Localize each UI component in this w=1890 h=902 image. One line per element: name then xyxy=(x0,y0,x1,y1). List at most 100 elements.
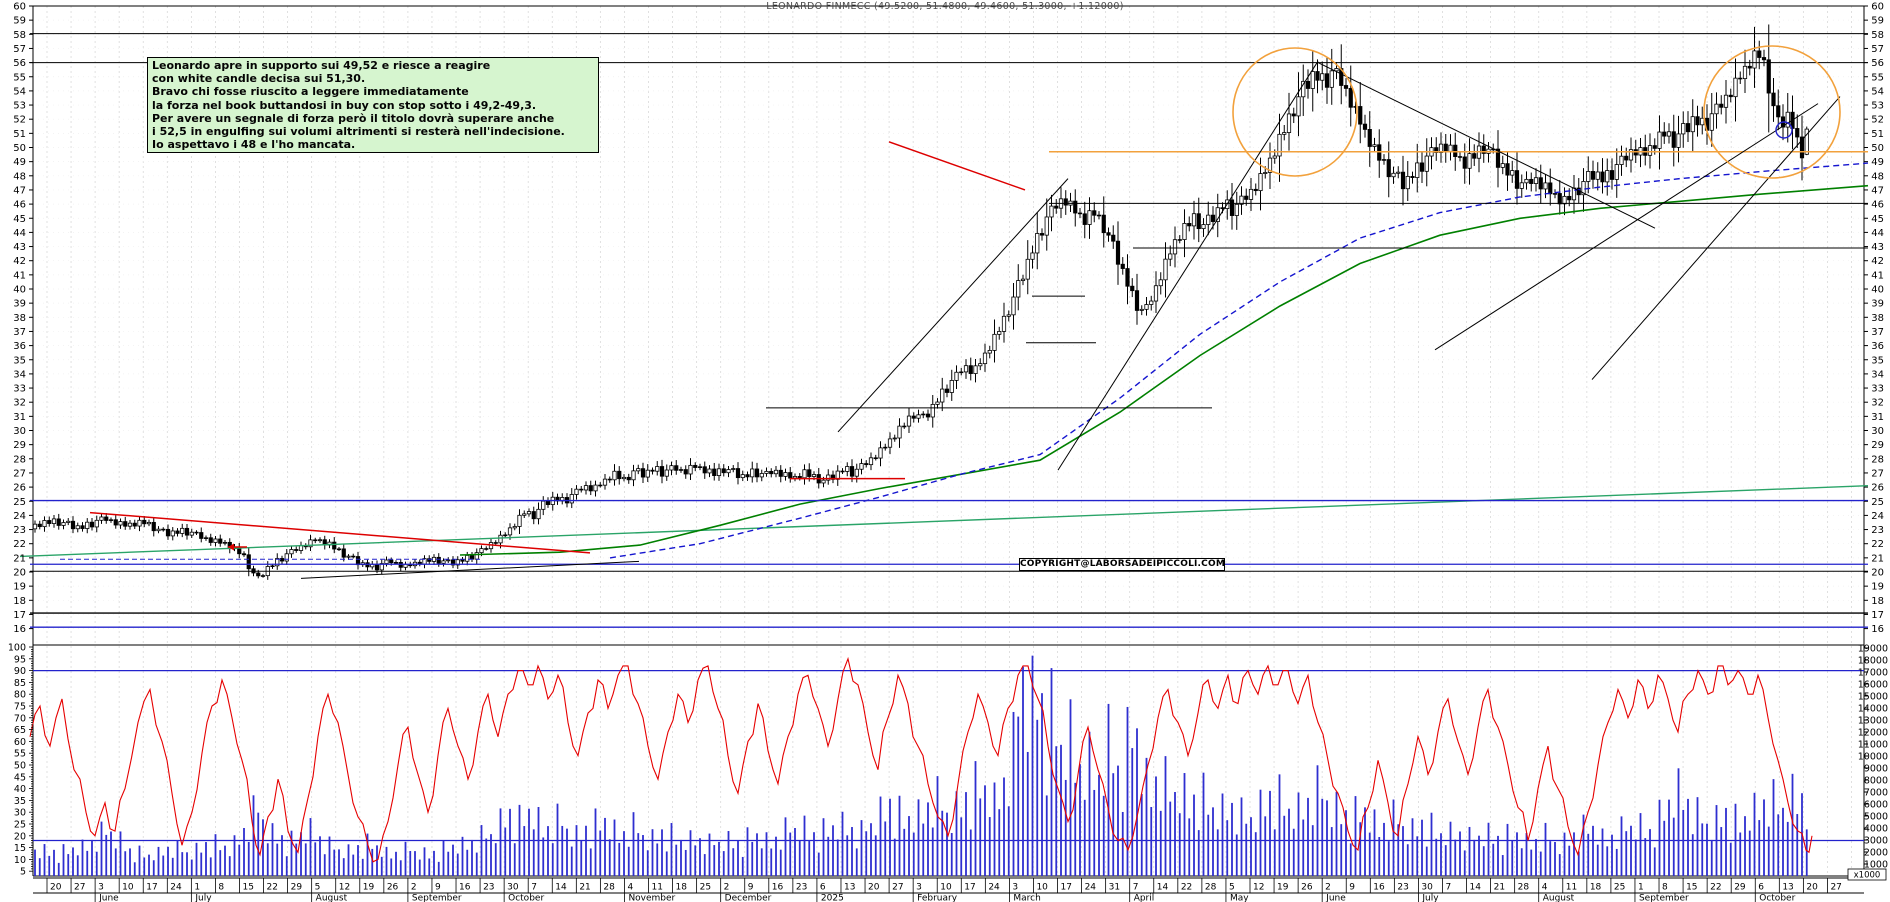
svg-text:9000: 9000 xyxy=(1864,764,1888,775)
svg-text:53: 53 xyxy=(1871,101,1884,112)
svg-text:21: 21 xyxy=(13,553,26,564)
svg-text:36: 36 xyxy=(13,341,26,352)
svg-text:17: 17 xyxy=(146,883,157,893)
svg-text:12: 12 xyxy=(339,883,350,893)
svg-text:52: 52 xyxy=(13,115,26,126)
svg-text:10: 10 xyxy=(1036,883,1048,893)
svg-text:43: 43 xyxy=(13,242,26,253)
svg-text:October: October xyxy=(1759,894,1795,902)
oscillator-line xyxy=(29,656,1813,863)
svg-text:1: 1 xyxy=(194,883,200,893)
svg-text:28: 28 xyxy=(1871,454,1884,465)
svg-text:28: 28 xyxy=(1205,883,1217,893)
svg-text:33: 33 xyxy=(1871,384,1884,395)
date-axis: 20 27 3 10 17 24 1 8 15 22 29 5 12 19 26 2 9 16 23 30 7 14 21 2… xyxy=(46,878,1842,893)
svg-text:43: 43 xyxy=(1871,242,1884,253)
svg-text:17000: 17000 xyxy=(1858,668,1888,679)
svg-text:16: 16 xyxy=(772,883,784,893)
svg-text:50: 50 xyxy=(13,143,26,154)
month-axis: June July August September October November De… xyxy=(94,893,1796,902)
svg-text:18: 18 xyxy=(676,883,688,893)
svg-text:13: 13 xyxy=(1782,883,1793,893)
svg-text:23: 23 xyxy=(796,883,807,893)
volume-bars xyxy=(34,655,1808,876)
svg-text:6: 6 xyxy=(820,883,826,893)
svg-text:4: 4 xyxy=(1542,883,1548,893)
svg-text:20: 20 xyxy=(13,568,26,579)
svg-text:35: 35 xyxy=(13,355,26,366)
svg-text:58: 58 xyxy=(13,30,26,41)
svg-text:17: 17 xyxy=(964,883,975,893)
svg-text:51: 51 xyxy=(13,129,26,140)
svg-text:20: 20 xyxy=(50,883,62,893)
svg-text:July: July xyxy=(194,894,212,902)
svg-text:37: 37 xyxy=(1871,327,1884,338)
svg-text:19000: 19000 xyxy=(1858,644,1888,655)
svg-text:June: June xyxy=(1325,894,1346,902)
svg-text:16: 16 xyxy=(1871,624,1884,635)
svg-text:26: 26 xyxy=(1871,483,1884,494)
svg-text:39: 39 xyxy=(13,299,26,310)
svg-text:2025: 2025 xyxy=(821,894,844,902)
svg-text:42: 42 xyxy=(13,256,26,267)
svg-text:57: 57 xyxy=(13,44,26,55)
svg-text:47: 47 xyxy=(1871,185,1884,196)
svg-text:32: 32 xyxy=(1871,398,1884,409)
svg-text:11000: 11000 xyxy=(1858,740,1888,751)
svg-text:30: 30 xyxy=(13,426,26,437)
svg-text:55: 55 xyxy=(1871,72,1884,83)
svg-text:17: 17 xyxy=(1871,610,1884,621)
svg-text:45: 45 xyxy=(1871,214,1884,225)
svg-text:56: 56 xyxy=(13,58,26,69)
svg-text:46: 46 xyxy=(13,200,26,211)
svg-text:19: 19 xyxy=(1871,582,1884,593)
svg-text:45: 45 xyxy=(14,772,26,783)
svg-text:34: 34 xyxy=(1871,369,1884,380)
svg-text:September: September xyxy=(1639,894,1689,902)
svg-text:15: 15 xyxy=(14,843,26,854)
svg-text:45: 45 xyxy=(13,214,26,225)
svg-text:21: 21 xyxy=(1494,883,1505,893)
svg-text:25: 25 xyxy=(700,883,711,893)
svg-text:65: 65 xyxy=(14,725,26,736)
svg-text:58: 58 xyxy=(1871,30,1884,41)
svg-text:40: 40 xyxy=(14,784,26,795)
svg-text:80: 80 xyxy=(14,690,26,701)
svg-text:38: 38 xyxy=(1871,313,1884,324)
svg-text:28: 28 xyxy=(13,454,26,465)
svg-text:50: 50 xyxy=(14,761,26,772)
svg-text:55: 55 xyxy=(14,749,26,760)
svg-text:9: 9 xyxy=(1349,883,1355,893)
svg-text:6000: 6000 xyxy=(1864,800,1888,811)
svg-text:14: 14 xyxy=(1157,883,1169,893)
svg-text:22: 22 xyxy=(1871,539,1884,550)
svg-text:30: 30 xyxy=(14,808,26,819)
svg-text:48: 48 xyxy=(13,171,26,182)
svg-text:19: 19 xyxy=(1277,883,1289,893)
svg-text:55: 55 xyxy=(13,72,26,83)
annotation-box: Leonardo apre in supporto sui 49,52 e ri… xyxy=(147,57,599,153)
svg-text:3: 3 xyxy=(1012,883,1018,893)
svg-text:6: 6 xyxy=(1758,883,1764,893)
svg-text:30: 30 xyxy=(1421,883,1433,893)
svg-text:44: 44 xyxy=(1871,228,1884,239)
svg-text:18: 18 xyxy=(1871,596,1884,607)
svg-text:17: 17 xyxy=(1061,883,1072,893)
svg-text:15000: 15000 xyxy=(1858,692,1888,703)
svg-text:26: 26 xyxy=(1301,883,1313,893)
svg-text:10: 10 xyxy=(122,883,134,893)
svg-text:15: 15 xyxy=(1686,883,1697,893)
copyright-label: COPYRIGHT@LABORSADEIPICCOLI.COM xyxy=(1019,558,1225,571)
oscillator-levels xyxy=(33,669,1864,842)
svg-text:3000: 3000 xyxy=(1864,836,1888,847)
annotation-line: Leonardo apre in supporto sui 49,52 e ri… xyxy=(152,59,491,72)
svg-text:July: July xyxy=(1421,894,1439,902)
svg-text:100: 100 xyxy=(8,643,26,654)
svg-text:36: 36 xyxy=(1871,341,1884,352)
svg-text:24: 24 xyxy=(13,511,26,522)
svg-text:46: 46 xyxy=(1871,200,1884,211)
svg-text:5: 5 xyxy=(1229,883,1235,893)
svg-text:7: 7 xyxy=(531,883,537,893)
